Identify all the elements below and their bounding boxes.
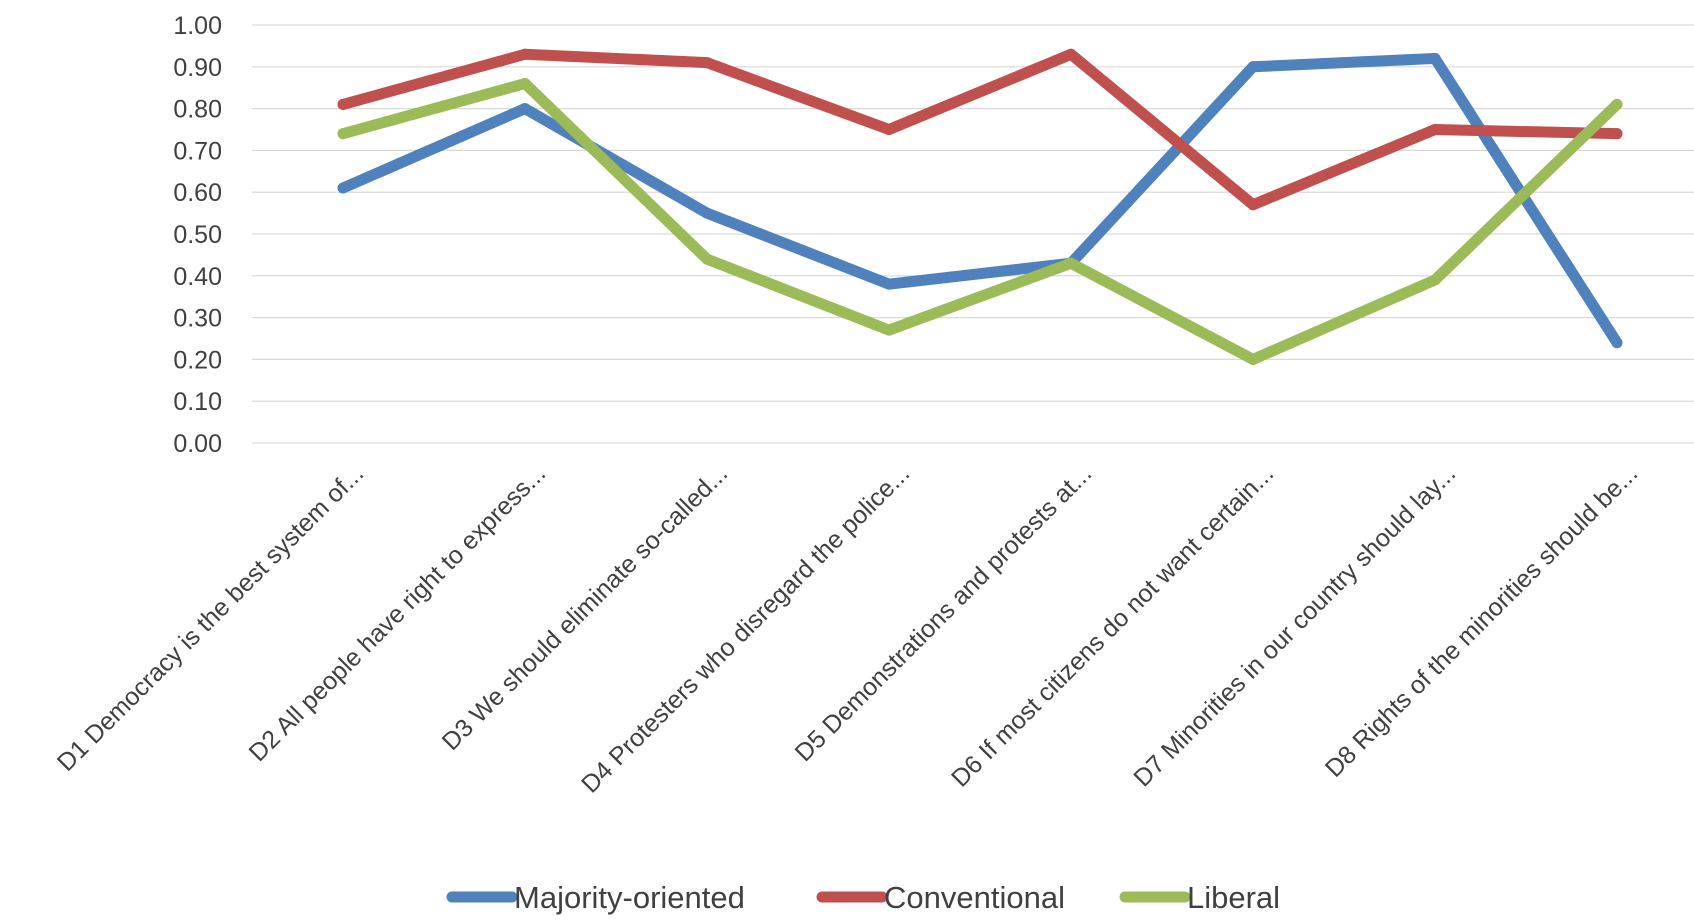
y-tick-label: 0.40: [173, 263, 222, 291]
x-tick-label: D2 All people have right to express...: [244, 459, 552, 767]
data-point: [883, 324, 895, 336]
y-tick-label: 0.80: [173, 96, 222, 124]
legend-label: Conventional: [884, 880, 1065, 915]
legend-item: Conventional: [816, 880, 1065, 915]
y-tick-label: 0.90: [173, 54, 222, 82]
legend-label: Liberal: [1187, 880, 1280, 915]
data-point: [1611, 128, 1623, 140]
series-lines: [337, 48, 1623, 365]
series-line: [337, 52, 1623, 349]
data-point: [883, 278, 895, 290]
series-conventional: [337, 48, 1623, 211]
legend: Majority-oriented Conventional Liberal: [446, 880, 1280, 915]
data-point: [1247, 61, 1259, 73]
x-tick-label: D3 We should eliminate so-called...: [437, 459, 734, 756]
data-point: [1429, 52, 1441, 64]
data-point: [1429, 124, 1441, 135]
x-tick-label: D4 Protesters who disregard the police..…: [576, 459, 915, 798]
data-point: [519, 103, 531, 115]
data-point: [701, 207, 713, 219]
data-point: [1247, 353, 1259, 365]
data-point: [1247, 199, 1259, 211]
y-tick-label: 1.00: [173, 12, 222, 40]
y-tick-label: 0.10: [173, 388, 222, 416]
data-point: [1065, 257, 1077, 269]
data-point: [1065, 48, 1077, 60]
data-point: [519, 78, 531, 90]
legend-item: Majority-oriented: [446, 880, 745, 915]
series-line: [337, 78, 1623, 365]
data-point: [337, 182, 349, 194]
data-point: [1611, 337, 1623, 349]
x-axis-ticks: D1 Democracy is the best system of...D2 …: [52, 459, 1643, 798]
series-liberal: [337, 78, 1623, 365]
x-tick-label: D1 Democracy is the best system of...: [52, 459, 369, 776]
y-tick-label: 0.50: [173, 221, 222, 249]
data-point: [701, 253, 713, 265]
y-tick-label: 0.00: [173, 430, 222, 458]
legend-item: Liberal: [1119, 880, 1280, 915]
y-tick-label: 0.30: [173, 305, 222, 333]
series-line: [337, 48, 1623, 211]
data-point: [701, 57, 713, 69]
data-point: [883, 124, 895, 135]
x-tick-label: D8 Rights of the minorities should be...: [1320, 459, 1643, 782]
data-point: [519, 48, 531, 60]
y-tick-label: 0.70: [173, 137, 222, 165]
y-tick-label: 0.20: [173, 346, 222, 374]
y-axis-ticks: 0.00 0.10 0.20 0.30 0.40 0.50 0.60 0.70 0.80 0.90…: [173, 12, 222, 458]
x-tick-label: D5 Demonstrations and protests at...: [790, 459, 1098, 767]
x-tick-label: D7 Minorities in our country should lay.…: [1128, 459, 1461, 792]
data-point: [337, 98, 349, 110]
data-point: [1429, 274, 1441, 286]
data-point: [1611, 98, 1623, 110]
legend-label: Majority-oriented: [514, 880, 745, 915]
y-tick-label: 0.60: [173, 179, 222, 207]
x-tick-label: D6 If most citizens do not want certain.…: [946, 459, 1279, 792]
series-majority-oriented: [337, 52, 1623, 349]
data-point: [337, 128, 349, 140]
